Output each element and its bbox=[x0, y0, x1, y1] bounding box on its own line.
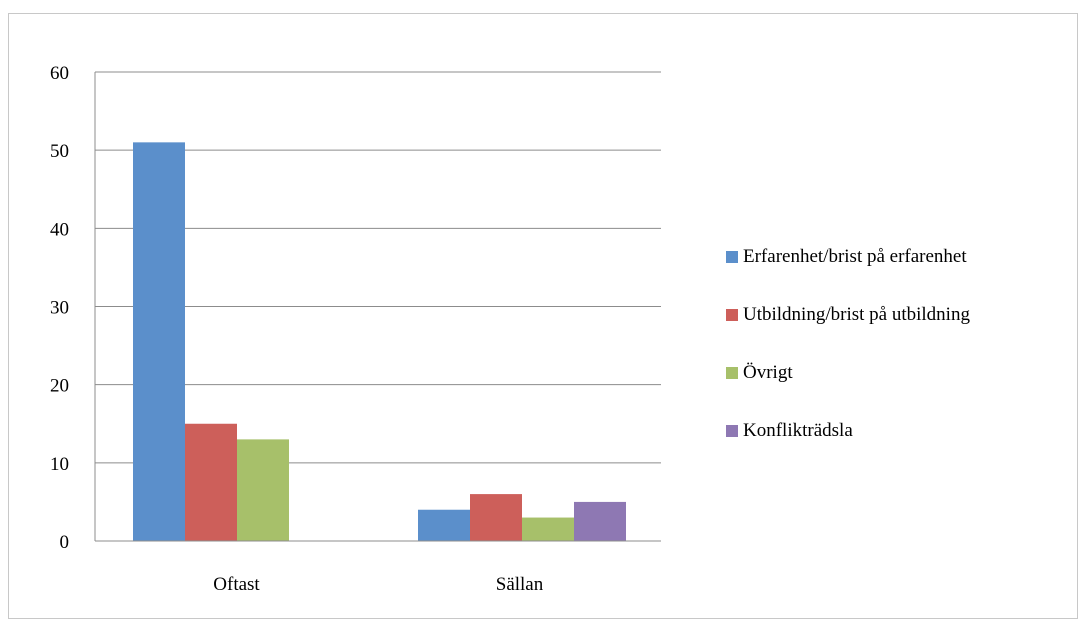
bar-s-llan-series-2 bbox=[470, 494, 522, 541]
bar-oftast-series-2 bbox=[185, 423, 237, 541]
legend-swatch bbox=[726, 425, 738, 437]
x-tick-labels: Oftast Sällan bbox=[213, 574, 543, 595]
y-tick-label: 60 bbox=[50, 63, 69, 84]
bar-oftast-series-1 bbox=[133, 142, 185, 541]
y-tick-labels: 0 10 20 30 40 50 60 bbox=[50, 63, 69, 553]
y-tick-label: 10 bbox=[50, 454, 69, 475]
bar-s-llan-series-3 bbox=[522, 517, 574, 541]
legend-label: Konflikträdsla bbox=[743, 420, 853, 441]
bars bbox=[133, 142, 626, 541]
bar-s-llan-series-1 bbox=[418, 509, 470, 541]
bar-s-llan-series-4 bbox=[574, 501, 626, 541]
legend-label: Övrigt bbox=[743, 362, 793, 383]
y-tick-label: 50 bbox=[50, 141, 69, 162]
legend-label: Utbildning/brist på utbildning bbox=[743, 304, 970, 325]
legend: Erfarenhet/brist på erfarenhet Utbildning… bbox=[726, 246, 970, 441]
legend-swatch bbox=[726, 309, 738, 321]
y-tick-label: 30 bbox=[50, 298, 69, 319]
bar-oftast-series-3 bbox=[237, 439, 289, 541]
x-tick-label: Sällan bbox=[496, 574, 544, 595]
legend-label: Erfarenhet/brist på erfarenhet bbox=[743, 246, 967, 267]
y-tick-label: 0 bbox=[60, 532, 70, 553]
y-tick-label: 20 bbox=[50, 376, 69, 397]
y-tick-label: 40 bbox=[50, 219, 69, 240]
axes bbox=[94, 72, 661, 542]
legend-swatch bbox=[726, 251, 738, 263]
legend-swatch bbox=[726, 367, 738, 379]
x-tick-label: Oftast bbox=[213, 574, 260, 595]
